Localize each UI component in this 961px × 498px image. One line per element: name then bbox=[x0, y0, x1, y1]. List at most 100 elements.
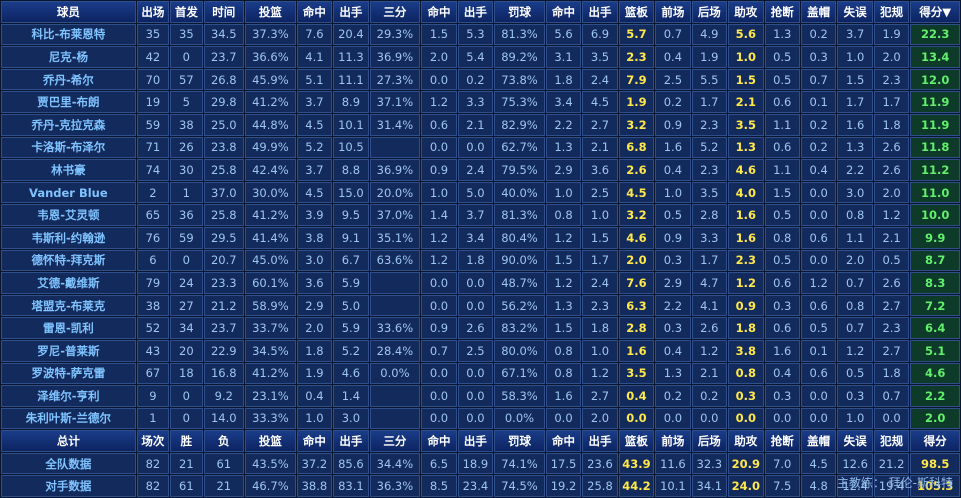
column-header[interactable]: 出手 bbox=[457, 1, 494, 23]
column-header[interactable]: 助攻 bbox=[728, 430, 764, 452]
player-row[interactable]: 韦斯利-约翰逊 76 59 29.5 41.4% 3.8 9.1 35.1% 1.2 3.4 80.… bbox=[1, 226, 960, 249]
row-label[interactable]: 韦恩-艾灵顿 bbox=[1, 204, 136, 226]
column-header[interactable]: 出手 bbox=[582, 1, 618, 23]
row-label[interactable]: 乔丹-克拉克森 bbox=[1, 113, 136, 136]
column-header-sorted[interactable]: 得分▼ bbox=[910, 1, 960, 23]
column-header[interactable]: 胜 bbox=[170, 430, 203, 452]
player-row[interactable]: 贾巴里-布朗 19 5 29.8 41.2% 3.7 8.9 37.1% 1.2 3.3 75.3%… bbox=[1, 91, 960, 113]
stat-cell: 2.5 bbox=[655, 68, 691, 91]
column-header[interactable]: 篮板 bbox=[618, 1, 655, 23]
stat-cell: 58.3% bbox=[494, 385, 545, 407]
column-header[interactable]: 抢断 bbox=[764, 430, 800, 452]
stat-cell bbox=[369, 294, 421, 317]
column-header[interactable]: 盖帽 bbox=[800, 430, 837, 452]
row-label[interactable]: 泽维尔-亨利 bbox=[1, 385, 136, 407]
row-label[interactable]: 雷恩-凯利 bbox=[1, 317, 136, 339]
column-header[interactable]: 命中 bbox=[545, 430, 582, 452]
column-header[interactable]: 前场 bbox=[655, 1, 691, 23]
row-label[interactable]: 全队数据 bbox=[1, 452, 136, 475]
column-header[interactable]: 出手 bbox=[333, 430, 369, 452]
player-row[interactable]: 科比-布莱恩特 35 35 34.5 37.3% 7.6 20.4 29.3% 1.5 5.3 81… bbox=[1, 23, 960, 46]
player-row[interactable]: 罗尼-普莱斯 43 20 22.9 34.5% 1.8 5.2 28.4% 0.7 2.5 80.0… bbox=[1, 339, 960, 362]
column-header[interactable]: 命中 bbox=[421, 1, 457, 23]
column-header[interactable]: 出手 bbox=[333, 1, 369, 23]
player-row[interactable]: 朱利叶斯-兰德尔 1 0 14.0 33.3% 1.0 3.0 0.0 0.0 0.0% 0.0 2.… bbox=[1, 407, 960, 430]
column-header[interactable]: 后场 bbox=[691, 1, 728, 23]
row-label[interactable]: 罗波特-萨克雷 bbox=[1, 362, 136, 385]
stat-cell: 19.4 bbox=[873, 475, 910, 498]
column-header[interactable]: 命中 bbox=[296, 430, 333, 452]
player-row[interactable]: 韦恩-艾灵顿 65 36 25.8 41.2% 3.9 9.5 37.0% 1.4 3.7 81.3… bbox=[1, 204, 960, 226]
player-row[interactable]: Vander Blue 2 1 37.0 30.0% 4.5 15.0 20.0% 1.0 5.0… bbox=[1, 181, 960, 204]
column-header[interactable]: 失误 bbox=[837, 1, 873, 23]
stat-cell: 3.0 bbox=[333, 407, 369, 430]
column-header[interactable]: 助攻 bbox=[728, 1, 764, 23]
row-label[interactable]: 林书豪 bbox=[1, 159, 136, 181]
row-label[interactable]: 朱利叶斯-兰德尔 bbox=[1, 407, 136, 430]
stat-cell: 74 bbox=[136, 159, 170, 181]
row-label[interactable]: 德怀特-拜克斯 bbox=[1, 249, 136, 272]
column-header[interactable]: 命中 bbox=[296, 1, 333, 23]
team-row[interactable]: 全队数据 82 21 61 43.5% 37.2 85.6 34.4% 6.5 18.9 74.1%… bbox=[1, 452, 960, 475]
player-row[interactable]: 雷恩-凯利 52 34 23.7 33.7% 2.0 5.9 33.6% 0.9 2.6 83.2%… bbox=[1, 317, 960, 339]
row-label[interactable]: Vander Blue bbox=[1, 181, 136, 204]
column-header[interactable]: 时间 bbox=[203, 1, 245, 23]
stat-cell: 85.6 bbox=[333, 452, 369, 475]
player-row[interactable]: 罗波特-萨克雷 67 18 16.8 41.2% 1.9 4.6 0.0% 0.0 0.0 67.1… bbox=[1, 362, 960, 385]
column-header[interactable]: 出手 bbox=[457, 430, 494, 452]
column-header[interactable]: 篮板 bbox=[618, 430, 655, 452]
column-header[interactable]: 投篮 bbox=[245, 430, 296, 452]
row-label[interactable]: 罗尼-普莱斯 bbox=[1, 339, 136, 362]
stat-cell: 23.7 bbox=[203, 317, 245, 339]
column-header[interactable]: 球员 bbox=[1, 1, 136, 23]
column-header[interactable]: 总计 bbox=[1, 430, 136, 452]
column-header[interactable]: 盖帽 bbox=[800, 1, 837, 23]
player-row[interactable]: 林书豪 74 30 25.8 42.4% 3.7 8.8 36.9% 0.9 2.4 79.5% 2.… bbox=[1, 159, 960, 181]
column-header[interactable]: 三分 bbox=[369, 430, 421, 452]
column-header[interactable]: 投篮 bbox=[245, 1, 296, 23]
row-label[interactable]: 乔丹-希尔 bbox=[1, 68, 136, 91]
player-row[interactable]: 尼克-杨 42 0 23.7 36.6% 4.1 11.3 36.9% 2.0 5.4 89.2% 3… bbox=[1, 46, 960, 68]
stat-cell: 1.3 bbox=[837, 136, 873, 159]
stat-cell: 81.3% bbox=[494, 23, 545, 46]
row-label[interactable]: 科比-布莱恩特 bbox=[1, 23, 136, 46]
column-header[interactable]: 失误 bbox=[837, 430, 873, 452]
row-label[interactable]: 塔盟克-布莱克 bbox=[1, 294, 136, 317]
row-label[interactable]: 卡洛斯-布泽尔 bbox=[1, 136, 136, 159]
coach-name[interactable]: 拜伦-斯科特 bbox=[888, 476, 953, 490]
column-header[interactable]: 首发 bbox=[170, 1, 203, 23]
stat-cell: 1.0 bbox=[582, 204, 618, 226]
column-header-sorted[interactable]: 得分 bbox=[910, 430, 960, 452]
column-header[interactable]: 后场 bbox=[691, 430, 728, 452]
stat-cell: 0 bbox=[170, 46, 203, 68]
column-header[interactable]: 出手 bbox=[582, 430, 618, 452]
column-header[interactable]: 出场 bbox=[136, 1, 170, 23]
player-row[interactable]: 德怀特-拜克斯 6 0 20.7 45.0% 3.0 6.7 63.6% 1.2 1.8 90.0%… bbox=[1, 249, 960, 272]
column-header[interactable]: 命中 bbox=[421, 430, 457, 452]
column-header[interactable]: 抢断 bbox=[764, 1, 800, 23]
player-row[interactable]: 卡洛斯-布泽尔 71 26 23.8 49.9% 5.2 10.5 0.0 0.0 62.7% 1.… bbox=[1, 136, 960, 159]
player-row[interactable]: 泽维尔-亨利 9 0 9.2 23.1% 0.4 1.4 0.0 0.0 58.3% 1.6 2.7 0… bbox=[1, 385, 960, 407]
row-label[interactable]: 贾巴里-布朗 bbox=[1, 91, 136, 113]
row-label[interactable]: 艾德-戴维斯 bbox=[1, 272, 136, 294]
stat-cell: 82.9% bbox=[494, 113, 545, 136]
column-header[interactable]: 命中 bbox=[545, 1, 582, 23]
column-header[interactable]: 前场 bbox=[655, 430, 691, 452]
row-label[interactable]: 韦斯利-约翰逊 bbox=[1, 226, 136, 249]
player-row[interactable]: 塔盟克-布莱克 38 27 21.2 58.9% 2.9 5.0 0.0 0.0 56.2% 1.3… bbox=[1, 294, 960, 317]
stat-cell: 5.1 bbox=[296, 68, 333, 91]
player-row[interactable]: 艾德-戴维斯 79 24 23.3 60.1% 3.6 5.9 0.0 0.0 48.7% 1.2 2… bbox=[1, 272, 960, 294]
team-row[interactable]: 对手数据 82 61 21 46.7% 38.8 83.1 36.3% 8.5 23.4 74.5%… bbox=[1, 475, 960, 498]
column-header[interactable]: 场次 bbox=[136, 430, 170, 452]
column-header[interactable]: 罚球 bbox=[494, 1, 545, 23]
column-header[interactable]: 犯规 bbox=[873, 430, 910, 452]
column-header[interactable]: 犯规 bbox=[873, 1, 910, 23]
stat-cell: 0.6 bbox=[421, 113, 457, 136]
column-header[interactable]: 负 bbox=[203, 430, 245, 452]
player-row[interactable]: 乔丹-克拉克森 59 38 25.0 44.8% 4.5 10.1 31.4% 0.6 2.1 82… bbox=[1, 113, 960, 136]
column-header[interactable]: 罚球 bbox=[494, 430, 545, 452]
player-row[interactable]: 乔丹-希尔 70 57 26.8 45.9% 5.1 11.1 27.3% 0.0 0.2 73.8… bbox=[1, 68, 960, 91]
column-header[interactable]: 三分 bbox=[369, 1, 421, 23]
row-label[interactable]: 尼克-杨 bbox=[1, 46, 136, 68]
stat-cell: 37.3% bbox=[245, 23, 296, 46]
